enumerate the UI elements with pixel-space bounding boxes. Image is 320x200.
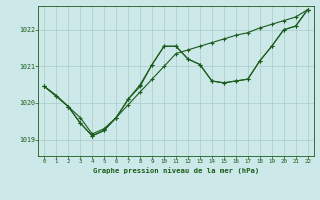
X-axis label: Graphe pression niveau de la mer (hPa): Graphe pression niveau de la mer (hPa) — [93, 167, 259, 174]
